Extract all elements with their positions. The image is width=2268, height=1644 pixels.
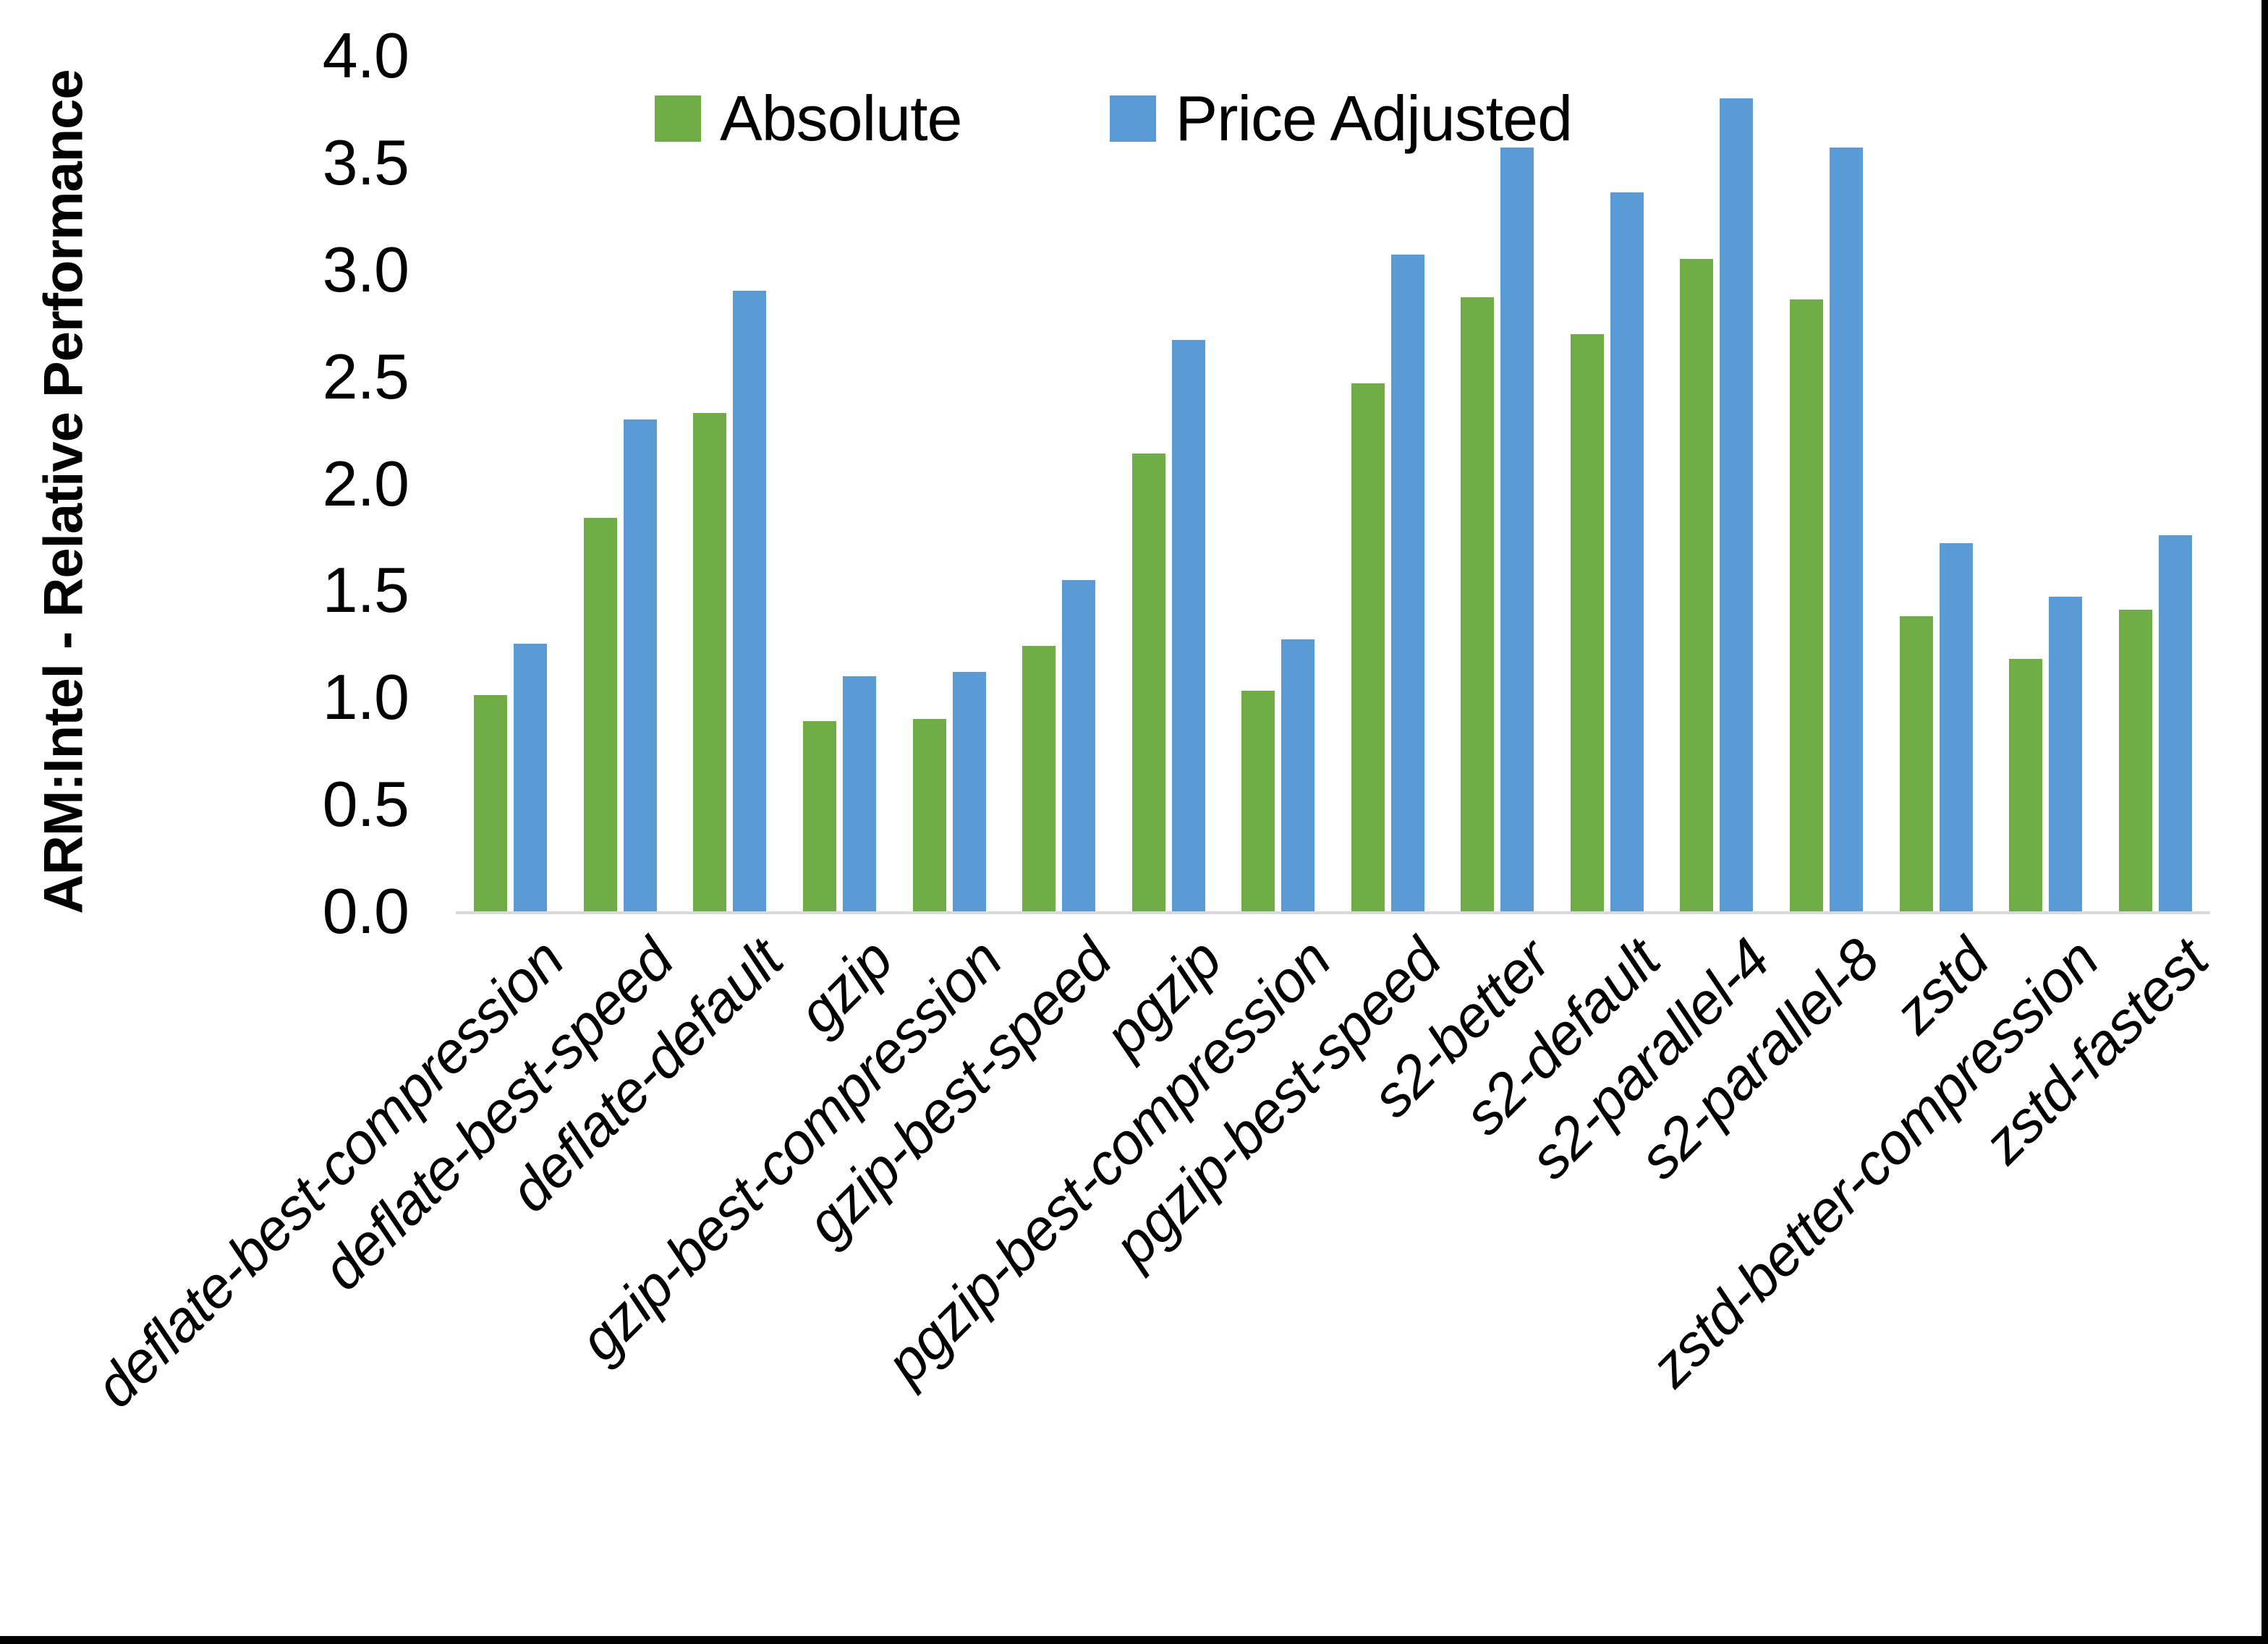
bar-price-adjusted-zstd [1939,543,1973,911]
bar-absolute-gzip [802,720,836,911]
bar-cluster-s2-better [1443,56,1553,911]
bar-price-adjusted-s2-parallel-4 [1720,98,1754,911]
bar-absolute-gzip-best-compression [912,718,946,911]
bar-price-adjusted-deflate-best-speed [623,419,657,911]
bar-cluster-pgzip-best-compression [1223,56,1333,911]
bar-absolute-pgzip-best-speed [1351,383,1385,911]
y-tick-label-1.5: 1.5 [322,554,409,626]
bar-price-adjusted-pgzip [1171,340,1205,911]
bar-price-adjusted-pgzip-best-compression [1281,639,1315,911]
bar-absolute-pgzip-best-compression [1241,691,1275,911]
bar-price-adjusted-deflate-default [733,291,767,911]
legend-item-price-adjusted: Price Adjusted [1110,82,1573,154]
bar-cluster-pgzip [1113,56,1223,911]
y-tick-label-0.5: 0.5 [322,768,409,840]
right-frame-border [2261,0,2268,1644]
bar-absolute-gzip-best-speed [1022,646,1056,911]
bar-price-adjusted-s2-default [1610,192,1644,911]
bar-absolute-s2-parallel-8 [1790,299,1824,911]
legend-label-absolute: Absolute [720,82,962,154]
bar-absolute-deflate-best-speed [583,517,617,911]
bar-price-adjusted-deflate-best-compression [514,644,548,911]
bar-price-adjusted-gzip-best-speed [1062,579,1096,911]
bar-cluster-zstd-fastest [2100,56,2210,911]
y-tick-label-2.0: 2.0 [322,447,409,519]
bar-price-adjusted-zstd-better-compression [2049,597,2083,911]
legend-item-absolute: Absolute [655,82,962,154]
legend-swatch-price-adjusted [1110,95,1157,142]
bar-absolute-zstd-fastest [2118,610,2152,911]
bar-absolute-s2-default [1570,333,1604,911]
bar-cluster-s2-parallel-4 [1662,56,1772,911]
bar-absolute-deflate-best-compression [474,695,508,911]
bar-cluster-zstd-better-compression [1991,56,2101,911]
y-tick-label-1.0: 1.0 [322,661,409,733]
bar-cluster-deflate-best-speed [566,56,676,911]
bar-cluster-deflate-best-compression [456,56,566,911]
bar-price-adjusted-zstd-fastest [2158,534,2192,911]
x-label-deflate-best-compression: deflate-best-compression [82,927,576,1420]
bar-absolute-s2-better [1461,297,1495,911]
legend-label-price-adjusted: Price Adjusted [1175,82,1573,154]
y-tick-label-3.0: 3.0 [322,233,409,305]
bar-price-adjusted-gzip [842,676,876,911]
bar-absolute-deflate-default [693,412,727,911]
bar-price-adjusted-s2-parallel-8 [1830,148,1864,911]
bar-cluster-gzip [785,56,895,911]
bar-cluster-gzip-best-compression [894,56,1004,911]
bar-absolute-s2-parallel-4 [1680,259,1714,911]
bar-absolute-zstd-better-compression [2009,659,2043,911]
bar-price-adjusted-s2-better [1500,148,1534,911]
bar-cluster-deflate-default [675,56,785,911]
bar-absolute-zstd [1899,616,1933,911]
bar-cluster-s2-parallel-8 [1772,56,1882,911]
y-tick-label-2.5: 2.5 [322,340,409,412]
bar-cluster-gzip-best-speed [1004,56,1114,911]
y-tick-label-0.0: 0.0 [322,875,409,947]
bar-price-adjusted-gzip-best-compression [952,671,986,911]
bar-cluster-zstd [1881,56,1991,911]
y-tick-label-4.0: 4.0 [322,20,409,91]
y-tick-label-3.5: 3.5 [322,126,409,198]
bar-cluster-s2-default [1553,56,1662,911]
bar-price-adjusted-pgzip-best-speed [1390,255,1424,911]
y-axis-title: ARM:Intel - Relative Performance [33,69,95,914]
bottom-frame-border [0,1636,2268,1644]
bar-absolute-pgzip [1131,453,1165,911]
legend: Absolute Price Adjusted [655,82,1573,154]
plot-area [456,56,2210,914]
legend-swatch-absolute [655,95,701,142]
bar-cluster-pgzip-best-speed [1333,56,1443,911]
